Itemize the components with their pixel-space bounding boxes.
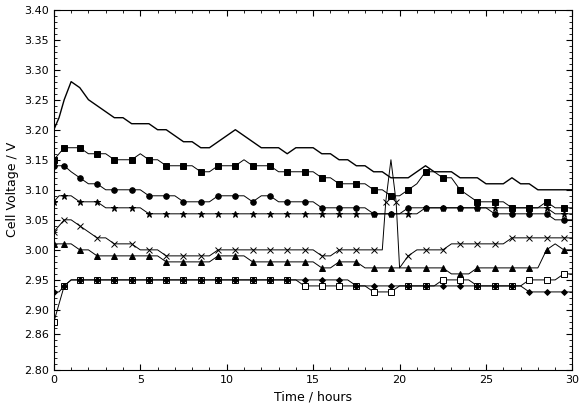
X-axis label: Time / hours: Time / hours — [274, 391, 352, 403]
Y-axis label: Cell Voltage / V: Cell Voltage / V — [5, 142, 19, 237]
